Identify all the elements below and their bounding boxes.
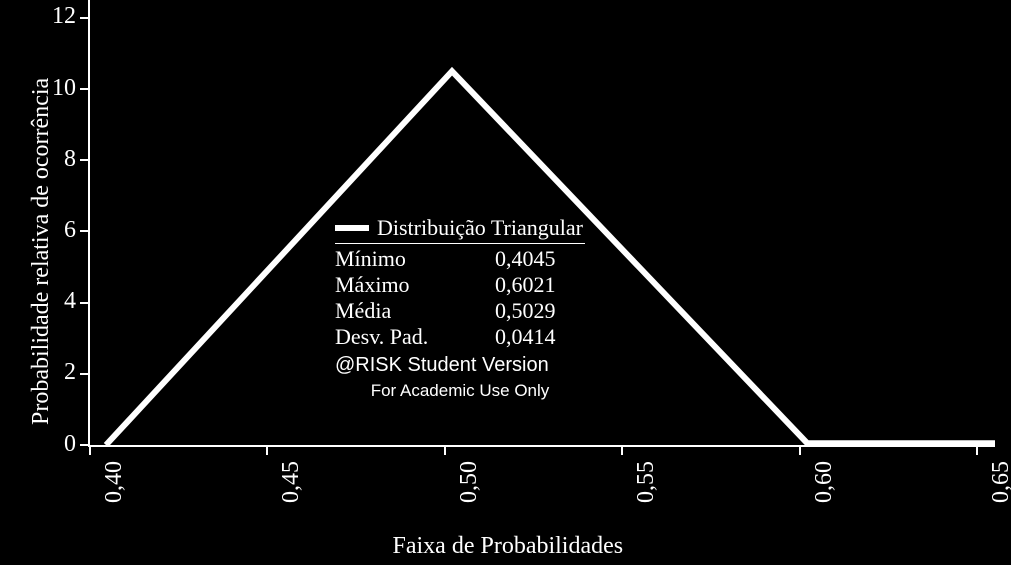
legend-stat-row: Desv. Pad.0,0414 xyxy=(335,324,585,350)
x-tick-label: 0,65 xyxy=(988,461,1011,503)
legend-swatch xyxy=(335,225,369,231)
y-tick-label: 8 xyxy=(64,146,76,173)
x-tick-label: 0,55 xyxy=(633,461,660,503)
legend-footer-line1: @RISK Student Version xyxy=(335,354,585,377)
y-tick-label: 10 xyxy=(52,75,76,102)
y-tick-label: 4 xyxy=(64,288,76,315)
y-tick-mark xyxy=(80,17,90,19)
y-tick-mark xyxy=(80,88,90,90)
legend-stat-label: Mínimo xyxy=(335,246,495,272)
y-tick-label: 12 xyxy=(52,3,76,30)
x-tick-mark xyxy=(621,445,623,455)
y-tick-mark xyxy=(80,159,90,161)
legend-stat-row: Média0,5029 xyxy=(335,298,585,324)
y-tick-label: 6 xyxy=(64,217,76,244)
legend-title: Distribuição Triangular xyxy=(377,215,583,241)
legend-stat-row: Máximo0,6021 xyxy=(335,272,585,298)
legend: Distribuição Triangular Mínimo0,4045Máxi… xyxy=(335,215,585,401)
x-tick-mark xyxy=(89,445,91,455)
y-tick-mark xyxy=(80,302,90,304)
x-tick-label: 0,45 xyxy=(278,461,305,503)
legend-stat-label: Média xyxy=(335,298,495,324)
y-tick-mark xyxy=(80,230,90,232)
y-tick-label: 0 xyxy=(64,431,76,458)
legend-stat-value: 0,4045 xyxy=(495,246,585,272)
legend-stat-value: 0,0414 xyxy=(495,324,585,350)
x-tick-mark xyxy=(266,445,268,455)
x-tick-mark xyxy=(799,445,801,455)
x-tick-label: 0,40 xyxy=(101,461,128,503)
legend-footer-line2: For Academic Use Only xyxy=(335,381,585,401)
legend-stat-value: 0,6021 xyxy=(495,272,585,298)
legend-stat-row: Mínimo0,4045 xyxy=(335,243,585,272)
legend-stats: Mínimo0,4045Máximo0,6021Média0,5029Desv.… xyxy=(335,243,585,350)
triangular-distribution-chart: 0 2 4 6 8 10 12 0,40 0,45 0,50 0,55 0,60 0,65 Proba… xyxy=(0,0,1011,565)
legend-stat-label: Máximo xyxy=(335,272,495,298)
y-tick-mark xyxy=(80,373,90,375)
x-tick-label: 0,50 xyxy=(456,461,483,503)
y-axis-title: Probabilidade relativa de ocorrência xyxy=(28,78,55,425)
x-tick-label: 0,60 xyxy=(811,461,838,503)
legend-title-row: Distribuição Triangular xyxy=(335,215,585,241)
legend-stat-label: Desv. Pad. xyxy=(335,324,495,350)
legend-stat-value: 0,5029 xyxy=(495,298,585,324)
y-tick-label: 2 xyxy=(64,359,76,386)
x-tick-mark xyxy=(444,445,446,455)
x-axis-title: Faixa de Probabilidades xyxy=(393,533,624,560)
x-tick-mark xyxy=(976,445,978,455)
